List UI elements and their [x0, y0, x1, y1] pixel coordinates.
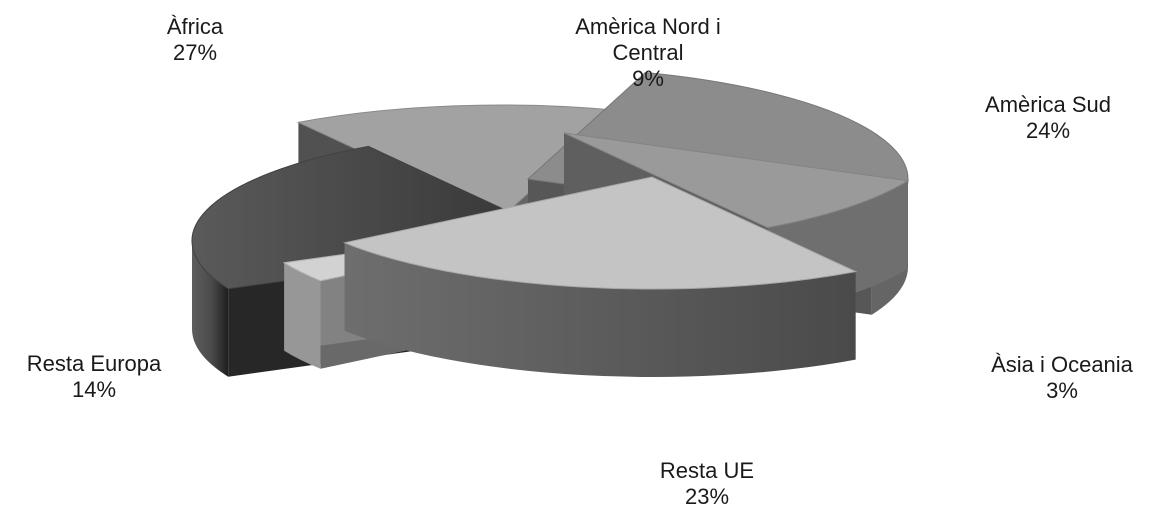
- label-africa: Àfrica 27%: [166, 14, 224, 65]
- pie-slice-side-asia-i-oceania: [284, 262, 321, 369]
- pie-slice-top-america-sud: [342, 176, 858, 290]
- label-america-nord-central: Amèrica Nord i Central 9%: [575, 14, 721, 91]
- pie-slice-top-america-nord-i-central: [563, 132, 910, 229]
- pie-slice-side-america-sud: [344, 242, 856, 378]
- label-asia-oceania: Àsia i Oceania 3%: [991, 352, 1133, 403]
- pie-slice-top-resta-europa: [296, 104, 621, 218]
- label-resta-europa: Resta Europa 14%: [26, 351, 162, 402]
- label-resta-ue: Resta UE 23%: [659, 458, 755, 509]
- pie-slice-side-resta-ue: [192, 241, 229, 377]
- label-america-sud: Amèrica Sud 24%: [985, 92, 1111, 143]
- pie-slice-america-sud: [342, 176, 858, 378]
